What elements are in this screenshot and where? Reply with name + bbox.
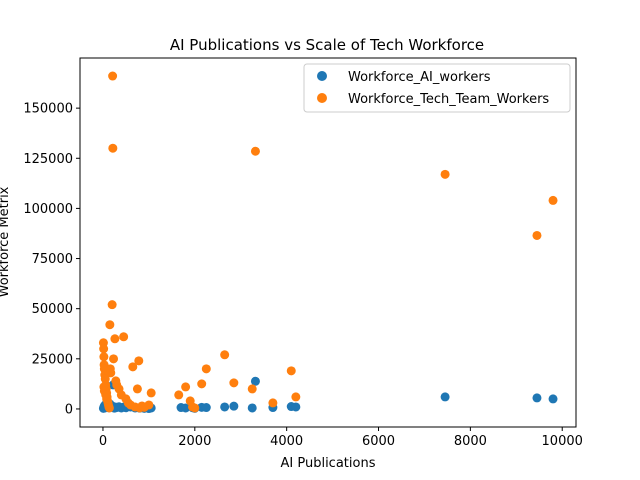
data-point [440, 392, 450, 402]
legend-box [303, 63, 571, 113]
y-tick-label: 100000 [23, 202, 73, 217]
data-point [144, 400, 154, 410]
legend-marker-ai-workers [317, 71, 327, 81]
data-point [99, 352, 109, 362]
data-point [102, 394, 112, 404]
data-point [548, 195, 558, 205]
y-axis-ticks: 0 25000 50000 75000 100000 125000 150000 [23, 102, 80, 417]
x-tick-label: 6000 [362, 434, 395, 449]
legend-label-ai-workers: Workforce_AI_workers [348, 70, 491, 85]
y-tick-label: 150000 [23, 102, 73, 117]
y-tick-label: 125000 [23, 152, 73, 167]
data-point [128, 362, 138, 372]
y-tick-label: 0 [65, 402, 73, 417]
chart-title: AI Publications vs Scale of Tech Workfor… [170, 36, 484, 54]
y-tick-label: 50000 [32, 302, 73, 317]
data-point [108, 143, 118, 153]
data-point [109, 354, 119, 364]
data-point [532, 230, 542, 240]
x-tick-label: 8000 [454, 434, 487, 449]
data-point [119, 332, 129, 342]
legend-label-tech-team-workers: Workforce_Tech_Team_Workers [348, 92, 549, 107]
x-tick-label: 4000 [270, 434, 303, 449]
data-point [440, 169, 450, 179]
data-point [548, 394, 558, 404]
series-tech-team-workers [98, 71, 558, 413]
data-point [229, 378, 239, 388]
data-point [201, 403, 211, 413]
x-tick-label: 0 [99, 434, 107, 449]
data-point [107, 300, 117, 310]
data-point [190, 403, 200, 413]
data-point [181, 382, 191, 392]
x-tick-label: 10000 [542, 434, 583, 449]
data-point [220, 402, 230, 412]
data-point [105, 320, 115, 330]
data-point [110, 334, 120, 344]
data-point [146, 388, 156, 398]
data-point [108, 71, 118, 81]
data-point [247, 403, 257, 413]
data-point [106, 368, 116, 378]
data-point [229, 401, 239, 411]
data-point [220, 350, 230, 360]
data-point [99, 344, 109, 354]
legend-marker-tech-team-workers [317, 93, 327, 103]
x-tick-label: 2000 [178, 434, 211, 449]
y-axis-label: Workforce Metrix [0, 186, 12, 297]
data-point [291, 402, 301, 412]
data-point [104, 403, 114, 413]
x-axis-ticks: 0 2000 4000 6000 8000 10000 [99, 427, 583, 449]
data-point [286, 366, 296, 376]
y-tick-label: 25000 [32, 352, 73, 367]
data-point [134, 356, 144, 366]
data-point [197, 379, 207, 389]
points-layer [98, 71, 558, 414]
data-point [181, 403, 191, 413]
data-point [201, 364, 211, 374]
plot-area [79, 57, 577, 428]
legend: Workforce_AI_workers Workforce_Tech_Team… [303, 63, 571, 113]
data-point [532, 393, 542, 403]
data-point [174, 390, 184, 400]
axes-frame [79, 57, 577, 428]
data-point [132, 384, 142, 394]
data-point [291, 392, 301, 402]
data-point [268, 398, 278, 408]
data-point [250, 376, 260, 386]
x-axis-label: AI Publications [281, 456, 376, 471]
data-point [247, 384, 257, 394]
data-point [250, 146, 260, 156]
y-tick-label: 75000 [32, 252, 73, 267]
